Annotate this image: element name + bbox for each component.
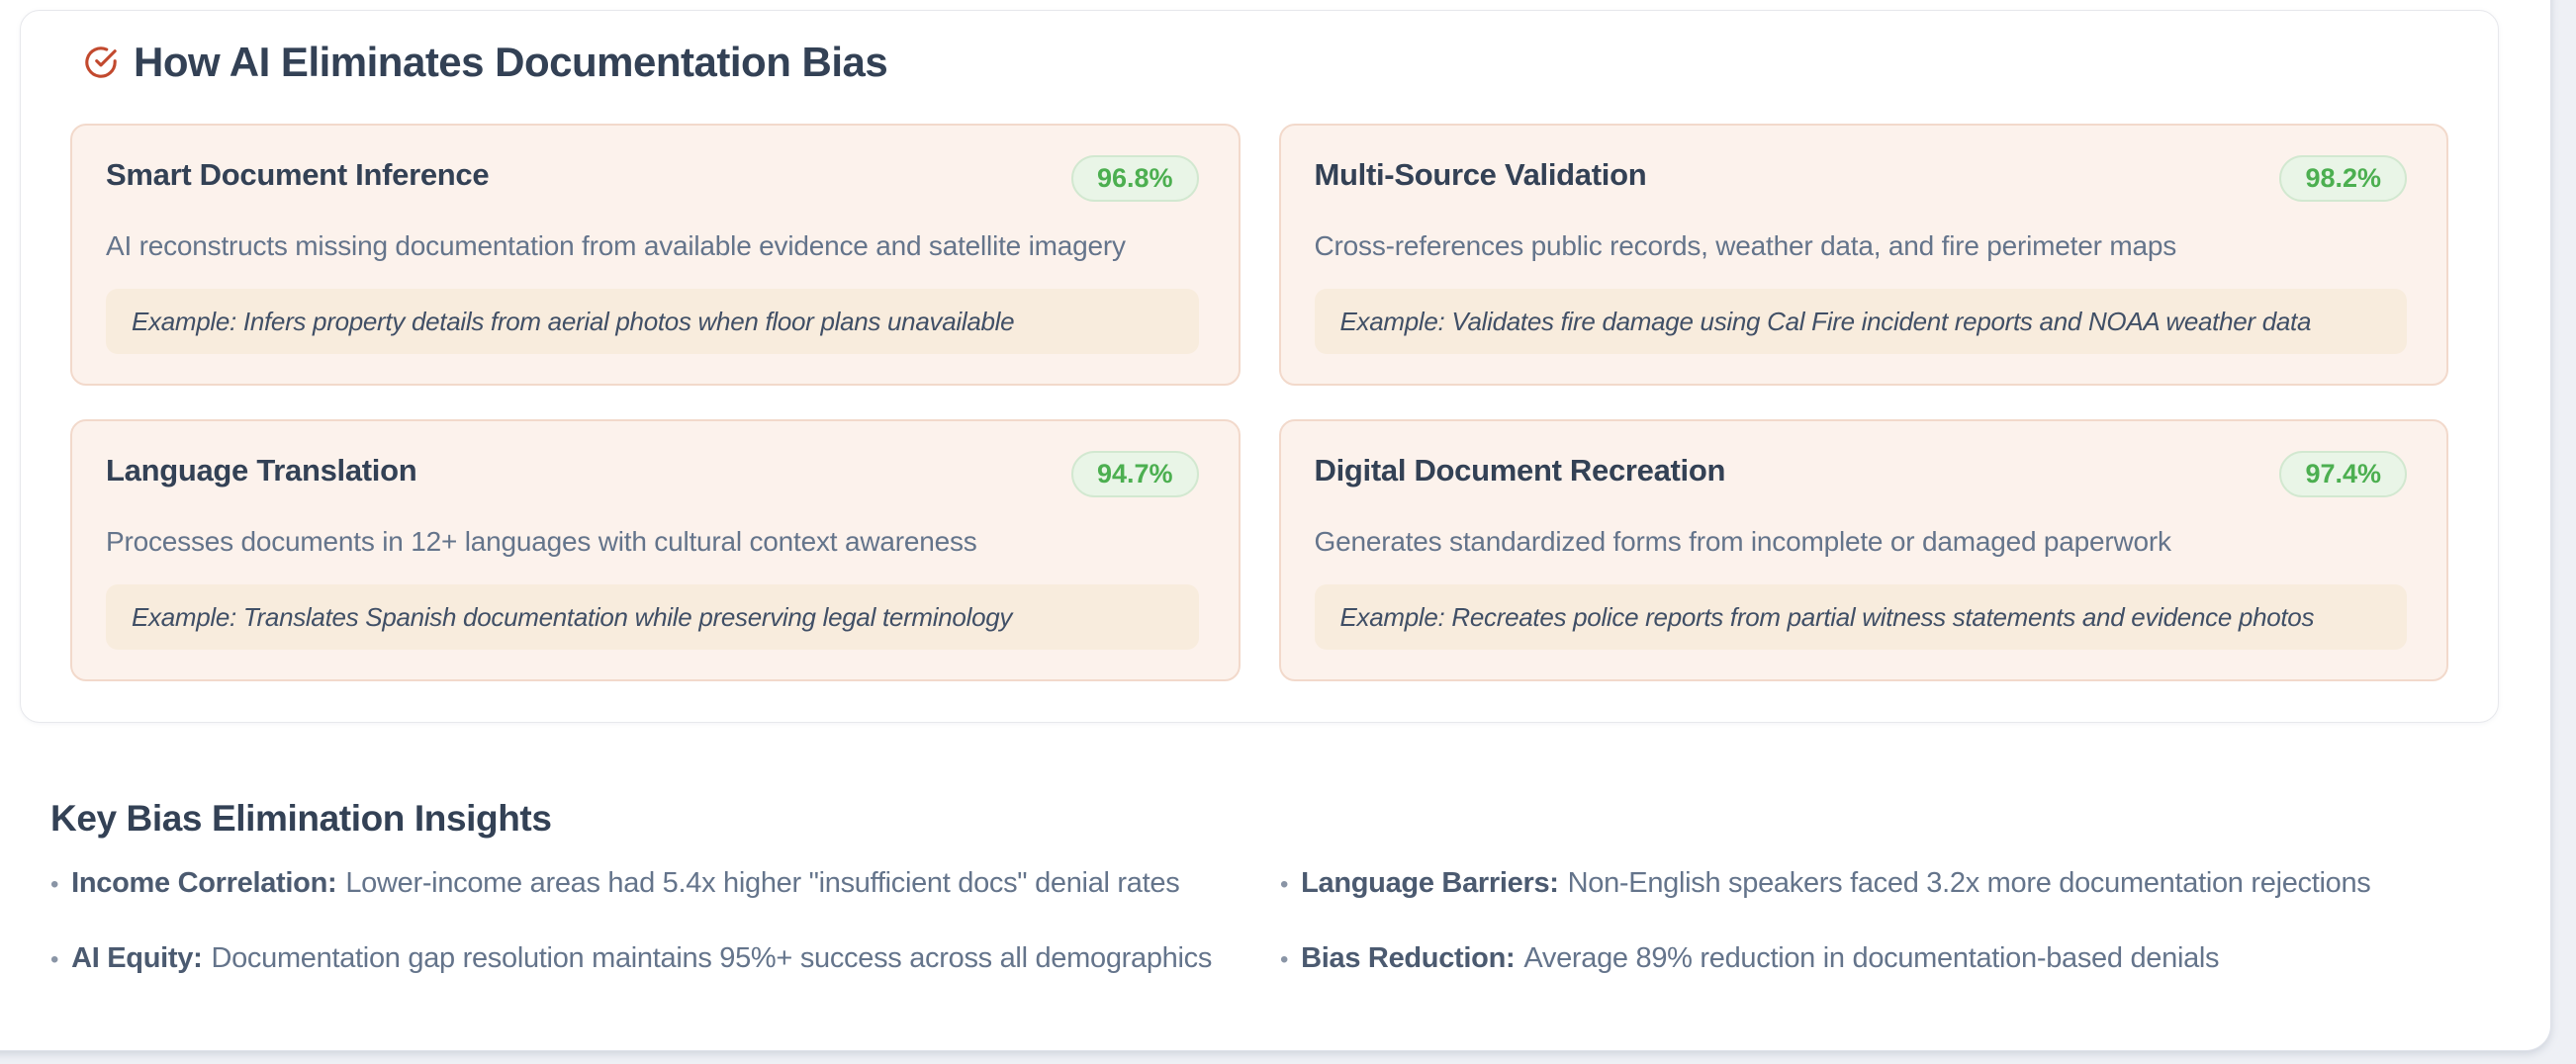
insight-label: Bias Reduction: [1301,942,1516,974]
accuracy-badge: 96.8% [1070,155,1199,202]
check-circle-icon [84,45,118,79]
insight-label: Language Barriers: [1301,867,1559,899]
capability-card-header: Multi-Source Validation 98.2% [1314,155,2407,202]
capability-card-header: Smart Document Inference 96.8% [106,155,1199,202]
insight-content: Language Barriers: Non-English speakers f… [1301,866,2371,901]
capability-description: AI reconstructs missing documentation fr… [106,230,1126,261]
capability-description: Processes documents in 12+ languages wit… [106,526,977,557]
capability-example: Example: Translates Spanish documentatio… [106,584,1199,650]
bullet-icon: • [1280,946,1289,973]
insight-text: Average 89% reduction in documentation-b… [1523,942,2220,974]
ai-bias-section: How AI Eliminates Documentation Bias Sma… [20,10,2499,723]
insights-section: Key Bias Elimination Insights • Income C… [50,797,2504,977]
capability-card: Smart Document Inference 96.8% AI recons… [70,124,1241,386]
capability-example: Example: Validates fire damage using Cal… [1314,289,2407,354]
capability-card: Multi-Source Validation 98.2% Cross-refe… [1278,124,2448,386]
capability-example: Example: Recreates police reports from p… [1314,584,2407,650]
insight-text: Documentation gap resolution maintains 9… [211,942,1213,974]
insight-label: AI Equity: [71,942,203,974]
capability-card-header: Digital Document Recreation 97.4% [1314,451,2407,497]
accuracy-badge: 94.7% [1070,451,1199,497]
section-title: How AI Eliminates Documentation Bias [134,39,888,85]
capability-description: Generates standardized forms from incomp… [1314,526,2172,557]
accuracy-badge: 97.4% [2279,451,2407,497]
insight-text: Lower-income areas had 5.4x higher "insu… [345,867,1180,899]
capability-cards-grid: Smart Document Inference 96.8% AI recons… [70,124,2448,681]
capability-example: Example: Infers property details from ae… [106,289,1199,354]
bullet-icon: • [50,871,59,898]
insight-item: • Bias Reduction: Average 89% reduction i… [1280,941,2504,977]
accuracy-badge: 98.2% [2279,155,2407,202]
capability-card-header: Language Translation 94.7% [106,451,1199,497]
insight-item: • Language Barriers: Non-English speakers… [1280,866,2504,902]
capability-description: Cross-references public records, weather… [1314,230,2177,261]
insights-grid: • Income Correlation: Lower-income areas … [50,866,2504,977]
insights-heading: Key Bias Elimination Insights [50,798,552,839]
capability-title: Language Translation [106,453,417,488]
insight-content: AI Equity: Documentation gap resolution m… [71,941,1212,976]
insight-item: • Income Correlation: Lower-income areas … [50,866,1280,902]
bullet-icon: • [50,946,59,973]
section-header: How AI Eliminates Documentation Bias [84,37,2448,88]
capability-title: Digital Document Recreation [1314,453,1726,488]
capability-card: Language Translation 94.7% Processes doc… [70,419,1241,681]
insight-item: • AI Equity: Documentation gap resolution… [50,941,1280,977]
insight-label: Income Correlation: [71,867,337,899]
capability-title: Smart Document Inference [106,157,490,192]
capability-title: Multi-Source Validation [1314,157,1647,192]
bullet-icon: • [1280,871,1289,898]
insight-content: Income Correlation: Lower-income areas ha… [71,866,1180,901]
insight-content: Bias Reduction: Average 89% reduction in … [1301,941,2219,976]
capability-card: Digital Document Recreation 97.4% Genera… [1278,419,2448,681]
insight-text: Non-English speakers faced 3.2x more doc… [1567,867,2371,899]
